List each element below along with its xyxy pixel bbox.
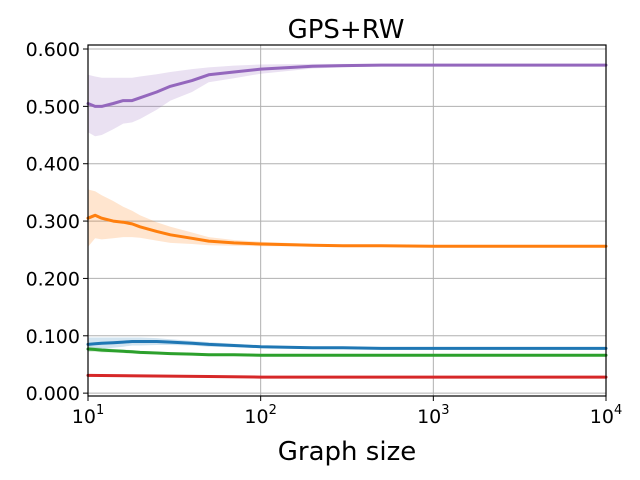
y-tick-label: 0.100 bbox=[26, 326, 80, 348]
series-1-band bbox=[88, 189, 606, 247]
y-tick-label: 0.300 bbox=[26, 211, 80, 233]
x-tick-base: 10 bbox=[72, 406, 96, 428]
x-tick-exponent: 2 bbox=[269, 403, 277, 418]
x-tick-base: 10 bbox=[417, 406, 441, 428]
x-tick-label: 104 bbox=[590, 403, 622, 428]
series-lines bbox=[86, 63, 608, 379]
plot-frame bbox=[87, 44, 607, 397]
x-tick-label: 101 bbox=[72, 403, 104, 428]
series-2-line bbox=[86, 340, 608, 350]
series-0-band bbox=[88, 63, 606, 137]
x-tick-exponent: 4 bbox=[614, 403, 622, 418]
grid-lines bbox=[87, 45, 607, 396]
x-tick-base: 10 bbox=[590, 406, 614, 428]
x-axis: 101 102 103 104 bbox=[72, 396, 622, 428]
x-tick-label: 102 bbox=[244, 403, 276, 428]
chart-title: GPS+RW bbox=[288, 15, 405, 45]
series-3-line bbox=[86, 347, 608, 357]
x-tick-exponent: 3 bbox=[441, 403, 449, 418]
x-tick-exponent: 1 bbox=[96, 403, 104, 418]
y-axis: 0.000 0.100 0.200 0.300 0.400 0.500 0.600 bbox=[26, 39, 88, 405]
series-4-line bbox=[86, 373, 608, 379]
y-tick-label: 0.400 bbox=[26, 154, 80, 176]
series-1-line bbox=[86, 213, 608, 248]
x-tick-base: 10 bbox=[244, 406, 268, 428]
y-tick-label: 0.200 bbox=[26, 268, 80, 290]
x-tick-label: 103 bbox=[417, 403, 449, 428]
y-tick-label: 0.600 bbox=[26, 39, 80, 61]
y-tick-label: 0.500 bbox=[26, 96, 80, 118]
series-0-line bbox=[86, 63, 608, 108]
x-axis-label: Graph size bbox=[278, 437, 416, 467]
y-tick-label: 0.000 bbox=[26, 383, 80, 405]
